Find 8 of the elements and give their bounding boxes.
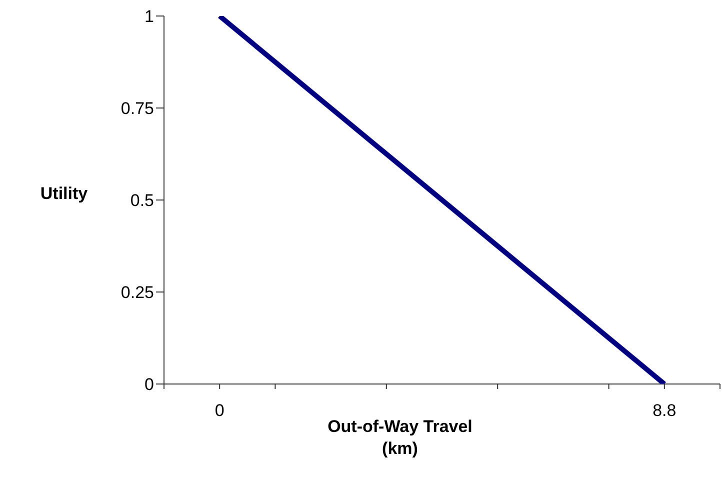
x-axis-title: Out-of-Way Travel (km) [328, 417, 472, 458]
y-tick-label: 0.25 [120, 283, 154, 302]
y-axis-title: Utility [40, 184, 88, 203]
y-tick-label: 0.5 [130, 191, 154, 210]
x-tick-label: 8.8 [652, 401, 676, 420]
y-tick-label: 1 [144, 7, 154, 26]
y-tick-label: 0.75 [120, 99, 154, 118]
y-tick-label: 0 [144, 375, 154, 394]
